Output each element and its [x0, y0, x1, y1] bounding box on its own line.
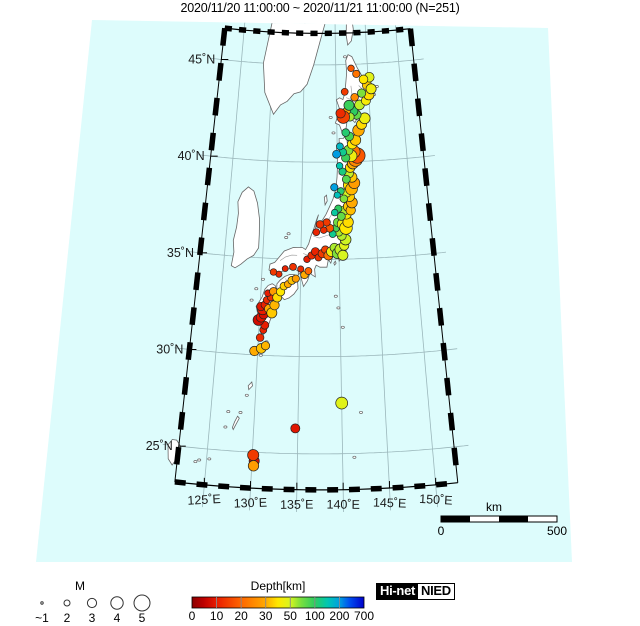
- map-canvas[interactable]: 45˚N 40˚N 35˚N 30˚N 25˚N 125˚E 130˚E 135˚E 140˚…: [0, 14, 640, 574]
- longitude-label: 140˚E: [326, 498, 360, 512]
- seismicity-map[interactable]: 45˚N 40˚N 35˚N 30˚N 25˚N 125˚E 130˚E 135˚E 140˚…: [0, 14, 640, 574]
- earthquake-marker[interactable]: [357, 88, 367, 98]
- depth-tick-label: 10: [210, 609, 224, 623]
- earthquake-marker[interactable]: [341, 174, 351, 184]
- hinet-nied-logo: Hi-net NIED: [376, 583, 455, 600]
- scalebar-end: 500: [547, 524, 567, 538]
- earthquake-marker[interactable]: [315, 220, 325, 229]
- earthquake-marker[interactable]: [336, 142, 344, 151]
- latitude-label: 25˚N: [146, 439, 173, 453]
- magnitude-legend-label: ~1: [35, 611, 49, 625]
- magnitude-legend: M ~1 2 3 4 5: [35, 579, 151, 625]
- longitude-labels: 125˚E 130˚E 135˚E 140˚E 145˚E 150˚E: [187, 477, 453, 512]
- earthquake-marker[interactable]: [332, 149, 341, 159]
- earthquake-marker[interactable]: [290, 423, 301, 434]
- earthquake-marker[interactable]: [333, 191, 341, 199]
- earthquake-marker[interactable]: [255, 333, 265, 342]
- magnitude-legend-symbol: [133, 594, 151, 612]
- earthquake-marker[interactable]: [297, 265, 305, 273]
- depth-tick-label: 100: [305, 609, 325, 623]
- earthquake-marker[interactable]: [304, 267, 313, 275]
- scalebar-start: 0: [438, 524, 445, 538]
- longitude-label: 145˚E: [373, 496, 407, 511]
- depth-tick-label: 200: [329, 609, 349, 623]
- magnitude-legend-label: 5: [139, 611, 146, 625]
- depth-legend-title: Depth[km]: [251, 579, 306, 593]
- depth-colorbar: [191, 596, 365, 609]
- logo-nied: NIED: [417, 584, 454, 599]
- earthquake-markers[interactable]: [247, 64, 377, 472]
- magnitude-legend-symbol: [63, 599, 71, 607]
- magnitude-legend-label: 4: [114, 611, 121, 625]
- earthquake-marker[interactable]: [358, 74, 369, 85]
- magnitude-legend-symbol: [110, 596, 124, 610]
- earthquake-marker[interactable]: [312, 228, 321, 237]
- earthquake-marker[interactable]: [335, 396, 348, 410]
- earthquake-marker[interactable]: [341, 128, 350, 137]
- earthquake-marker[interactable]: [352, 69, 361, 78]
- earthquake-marker[interactable]: [335, 162, 344, 170]
- earthquake-marker[interactable]: [291, 274, 300, 283]
- scale-bar: km 0 500: [438, 500, 568, 538]
- earthquake-marker[interactable]: [336, 212, 346, 221]
- earthquake-marker[interactable]: [335, 108, 346, 119]
- latitude-label: 45˚N: [188, 53, 215, 67]
- earthquake-marker[interactable]: [289, 263, 297, 271]
- longitude-label: 135˚E: [280, 498, 314, 512]
- magnitude-legend-symbol: [40, 601, 44, 605]
- earthquake-marker[interactable]: [281, 265, 289, 272]
- depth-tick-label: 0: [189, 609, 196, 623]
- earthquake-marker[interactable]: [365, 83, 377, 95]
- earthquake-marker[interactable]: [320, 226, 328, 234]
- earthquake-marker[interactable]: [340, 87, 349, 96]
- depth-legend: Depth[km] 0 10 20 30 50 100 200 700: [189, 579, 375, 623]
- latitude-label: 30˚N: [156, 343, 183, 357]
- map-contents: [162, 20, 469, 513]
- logo-hinet: Hi-net: [377, 584, 418, 599]
- depth-tick-label: 700: [354, 609, 374, 623]
- earthquake-marker[interactable]: [247, 460, 260, 472]
- earthquake-marker[interactable]: [350, 93, 359, 102]
- page-title: 2020/11/20 11:00:00 ~ 2020/11/21 11:00:0…: [180, 1, 460, 15]
- magnitude-legend-label: 3: [89, 611, 96, 625]
- earthquake-marker[interactable]: [339, 194, 349, 203]
- map-frame: [174, 25, 459, 493]
- latitude-label: 40˚N: [178, 149, 205, 163]
- earthquake-marker[interactable]: [337, 249, 349, 261]
- earthquake-marker[interactable]: [269, 268, 278, 276]
- earthquake-marker[interactable]: [347, 64, 355, 72]
- earthquake-marker[interactable]: [260, 341, 271, 351]
- depth-tick-label: 30: [259, 609, 273, 623]
- magnitude-legend-label: 2: [64, 611, 71, 625]
- map-sea-background: [36, 20, 572, 562]
- earthquake-marker[interactable]: [330, 183, 339, 192]
- depth-tick-label: 50: [284, 609, 298, 623]
- depth-tick-label: 20: [234, 609, 248, 623]
- earthquake-marker[interactable]: [331, 208, 339, 217]
- latitude-labels: 45˚N 40˚N 35˚N 30˚N 25˚N: [146, 53, 229, 453]
- magnitude-legend-symbol: [86, 597, 98, 609]
- scalebar-unit: km: [486, 500, 502, 514]
- longitude-label: 130˚E: [233, 496, 267, 511]
- magnitude-legend-title: M: [75, 579, 85, 593]
- earthquake-marker[interactable]: [247, 449, 260, 462]
- earthquake-marker[interactable]: [343, 99, 355, 111]
- longitude-label: 125˚E: [187, 492, 221, 508]
- legend-area: M ~1 2 3 4 5 Depth[km] 0 10 20 30 50 100 200 700: [0, 578, 640, 626]
- latitude-label: 35˚N: [167, 246, 194, 260]
- longitude-label: 150˚E: [419, 492, 453, 508]
